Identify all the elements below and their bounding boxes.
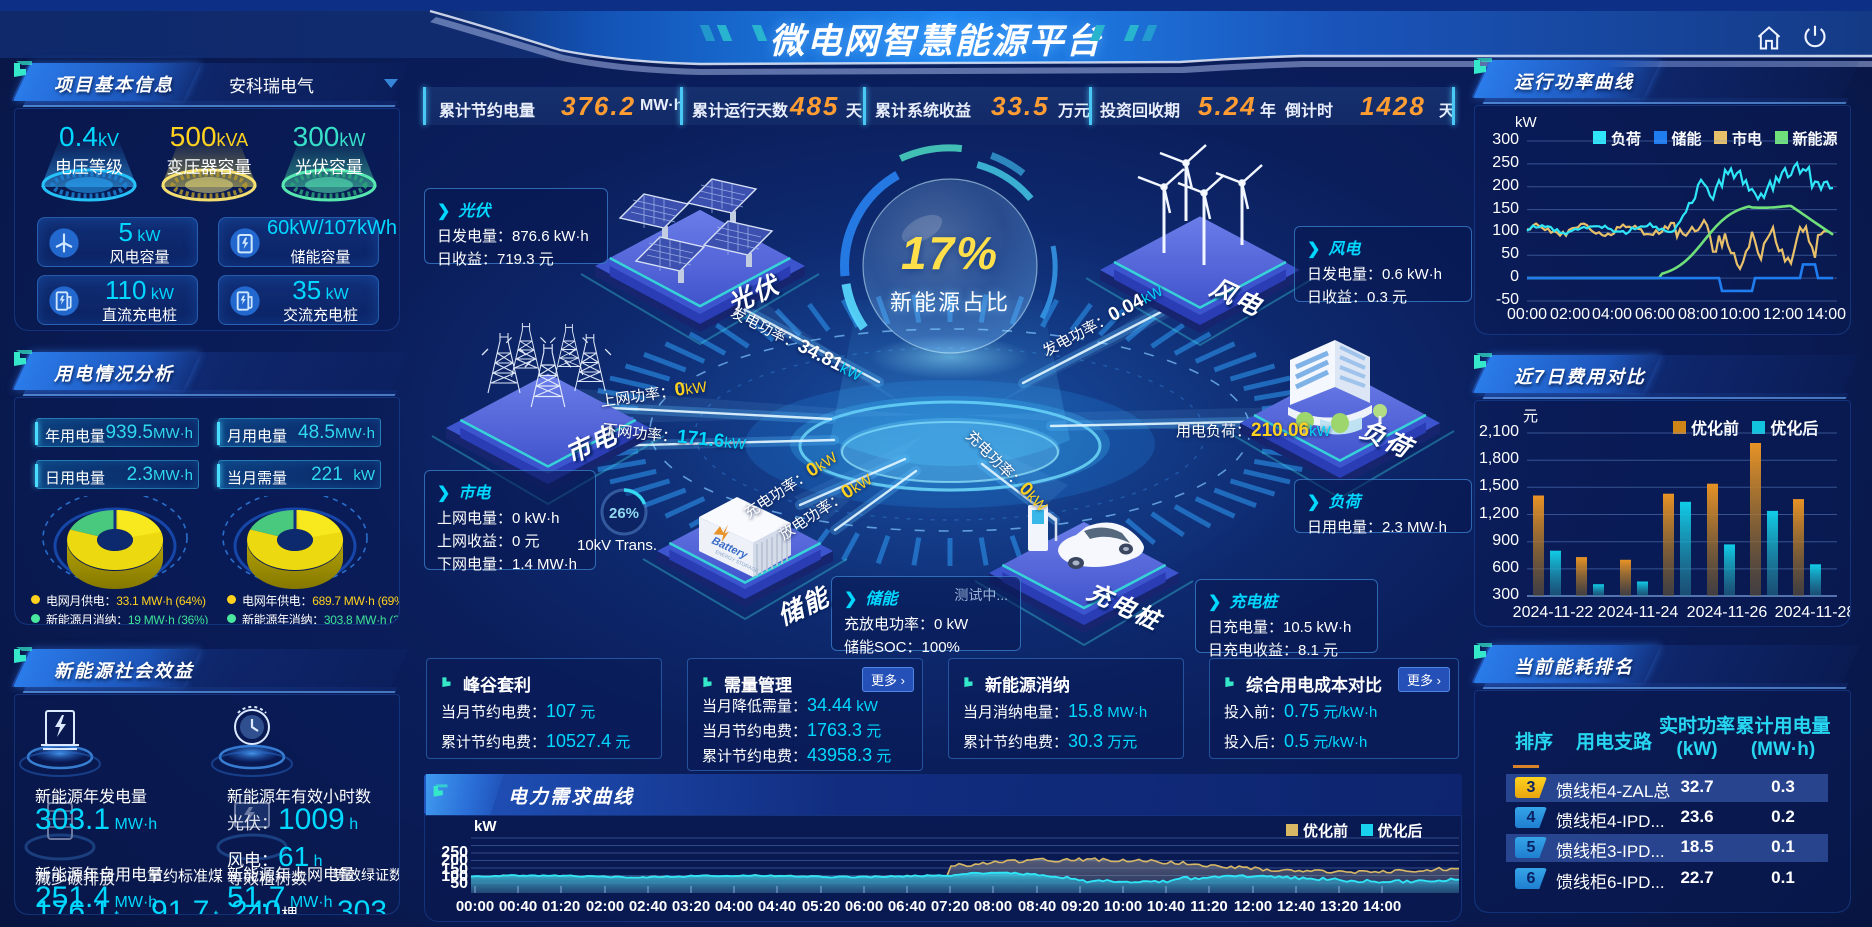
svg-text:26%: 26% bbox=[609, 505, 639, 522]
